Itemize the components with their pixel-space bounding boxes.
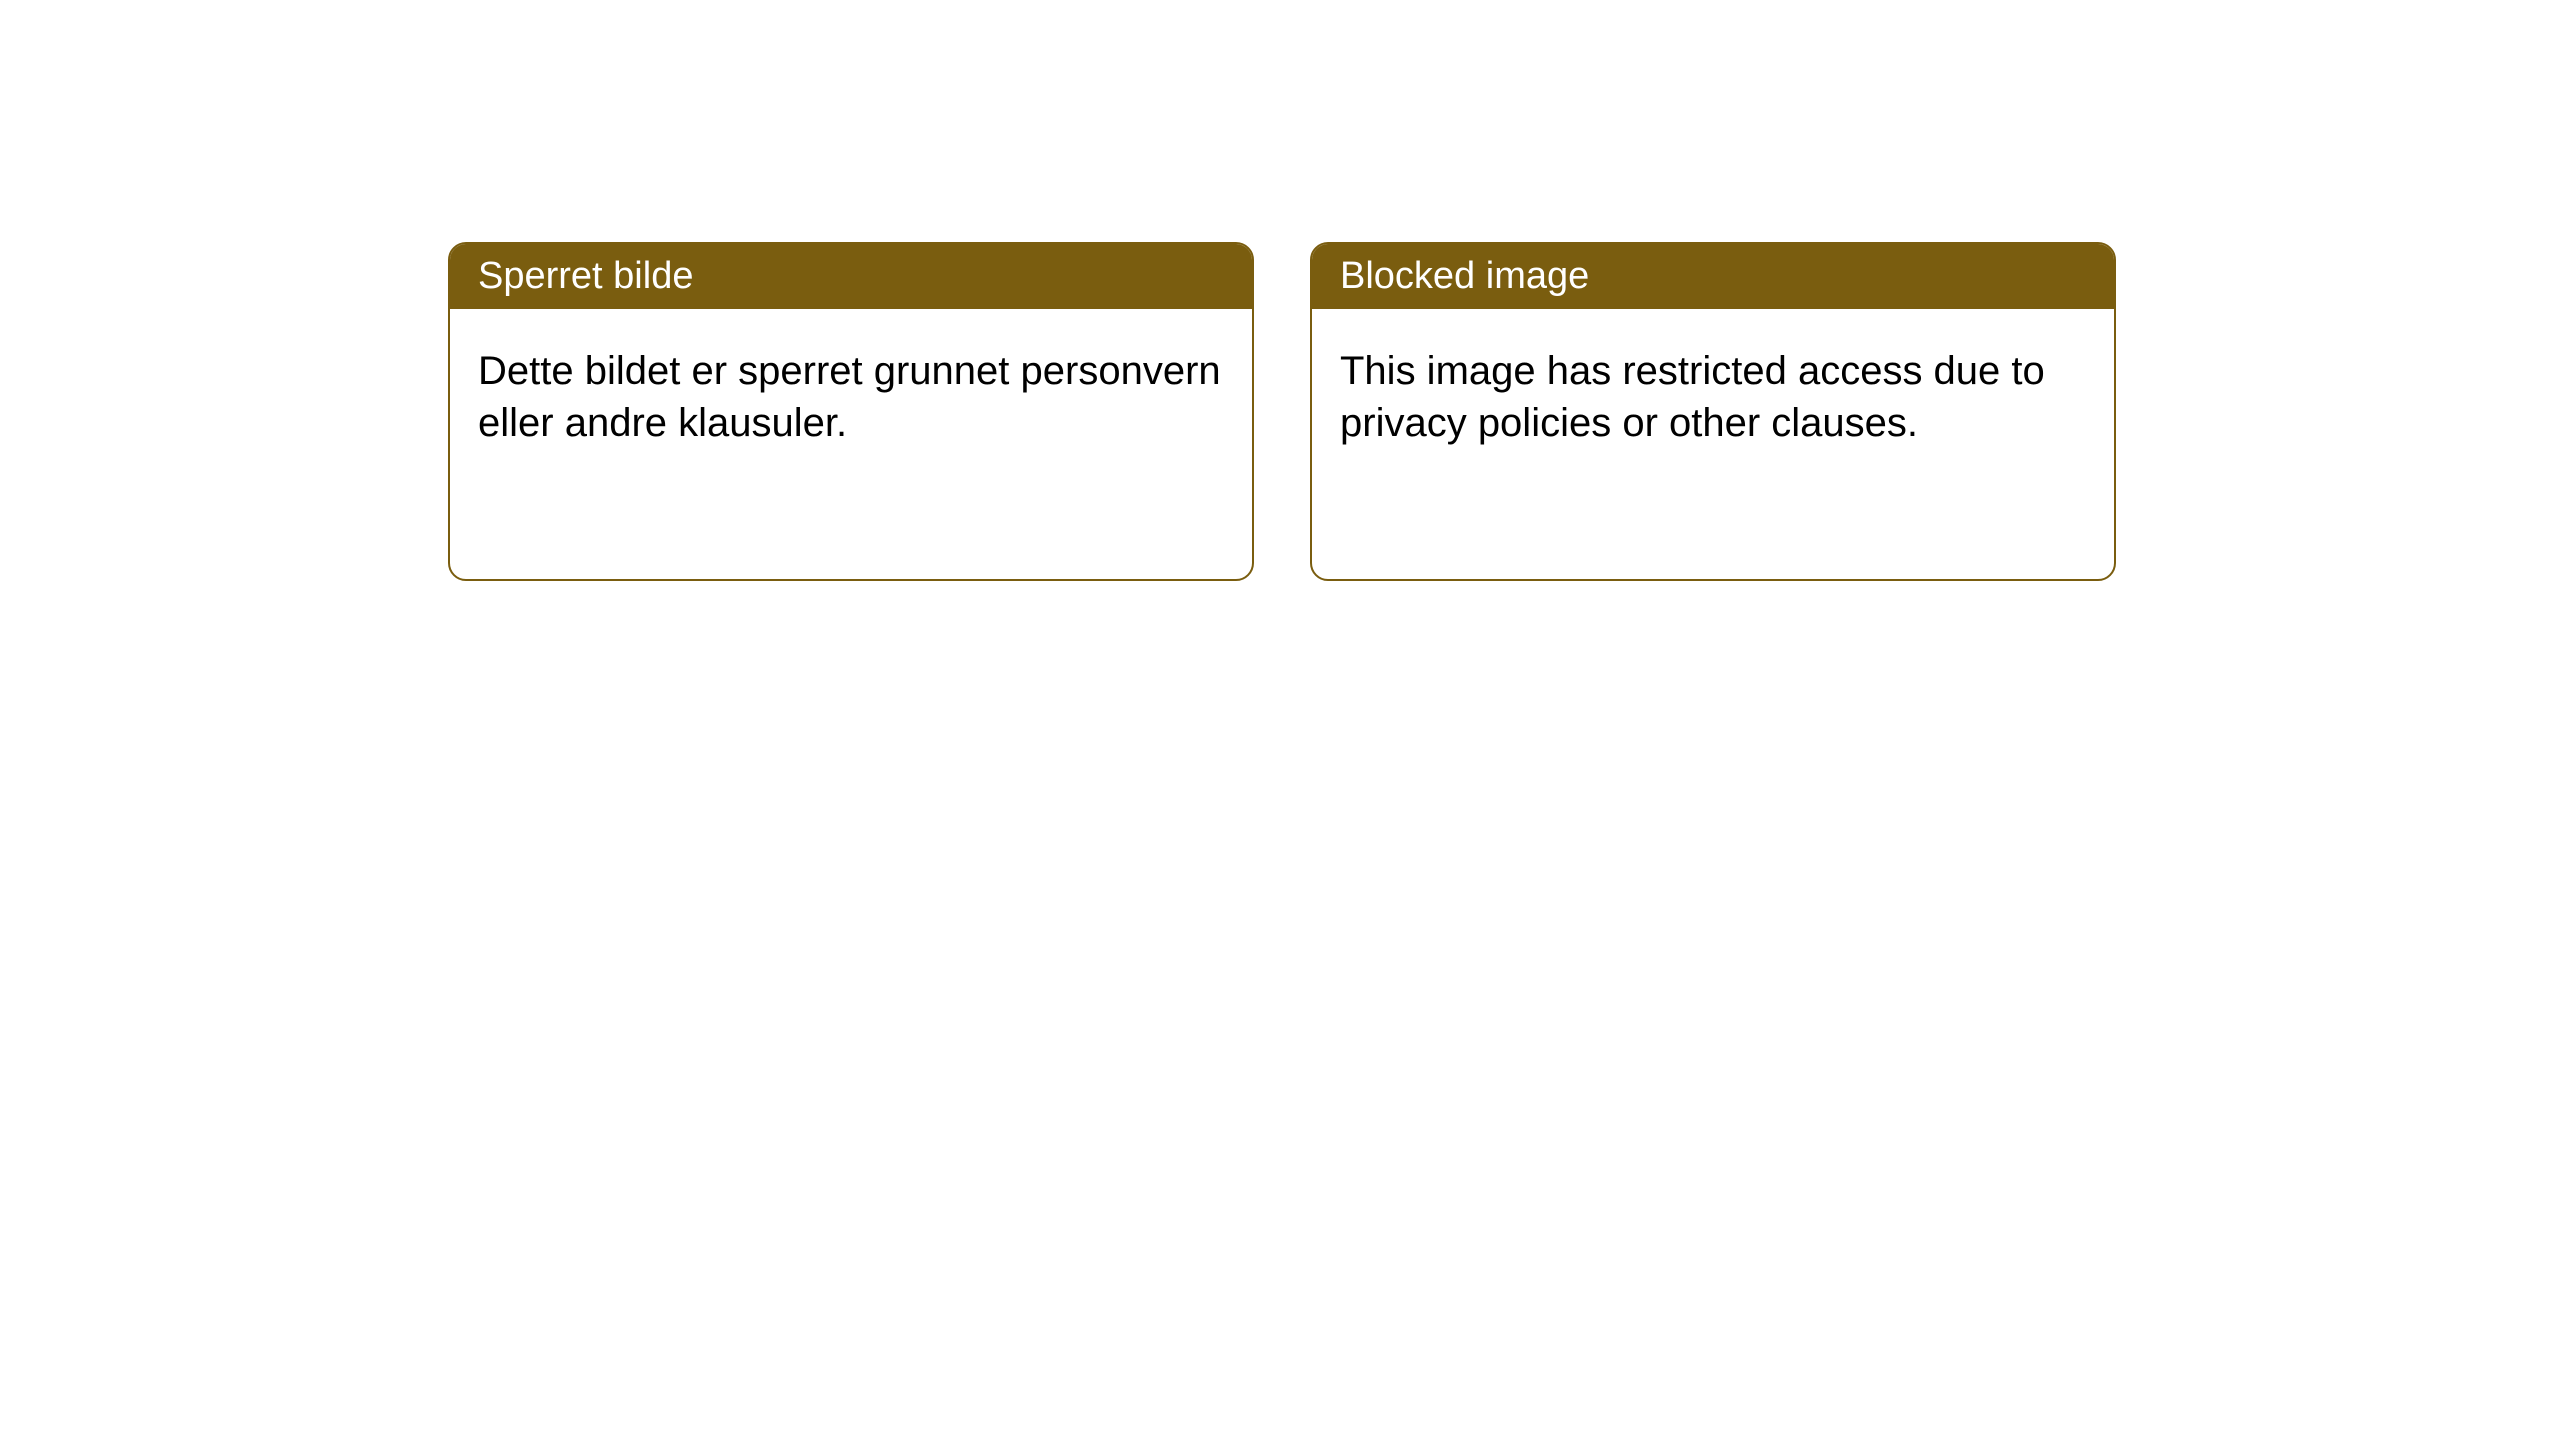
- card-title-no: Sperret bilde: [450, 244, 1252, 309]
- card-body-en: This image has restricted access due to …: [1312, 309, 2114, 485]
- blocked-image-card-no: Sperret bilde Dette bildet er sperret gr…: [448, 242, 1254, 581]
- card-title-en: Blocked image: [1312, 244, 2114, 309]
- blocked-image-notices: Sperret bilde Dette bildet er sperret gr…: [448, 242, 2116, 581]
- card-body-no: Dette bildet er sperret grunnet personve…: [450, 309, 1252, 485]
- blocked-image-card-en: Blocked image This image has restricted …: [1310, 242, 2116, 581]
